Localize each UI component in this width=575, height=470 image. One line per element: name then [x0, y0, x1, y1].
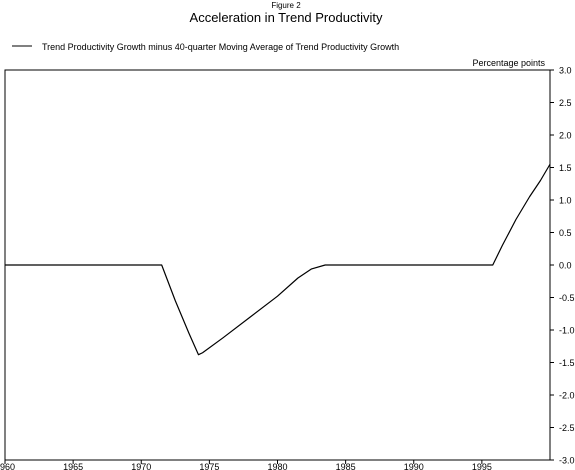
y-tick-label: 0.0	[559, 261, 572, 271]
series-layer	[5, 163, 551, 356]
y-tick-label: -1.0	[559, 326, 575, 336]
y-tick-label: -2.5	[559, 423, 575, 433]
y-tick-label: 2.5	[559, 98, 572, 108]
y-tick-label: 1.5	[559, 163, 572, 173]
y-tick-label: 3.0	[559, 66, 572, 76]
y-axis-title: Percentage points	[472, 58, 545, 68]
figure-label: Figure 2	[271, 1, 301, 10]
x-tick-label: 1980	[267, 462, 287, 470]
y-tick-label: -2.0	[559, 391, 575, 401]
chart-title: Acceleration in Trend Productivity	[190, 10, 383, 25]
series-line-0	[5, 163, 551, 356]
y-tick-label: -1.5	[559, 358, 575, 368]
x-tick-label: 1985	[336, 462, 356, 470]
y-tick-label: 2.0	[559, 131, 572, 141]
x-tick-label: 1970	[131, 462, 151, 470]
legend: Trend Productivity Growth minus 40-quart…	[12, 42, 399, 52]
y-tick-label: 0.5	[559, 228, 572, 238]
y-axis: 3.0 2.5 2.0 1.5 1.0 0.5 0.0 -0.5 -1.0 -1.5 -2.0 -2.…	[550, 66, 575, 466]
x-tick-label: 1965	[63, 462, 83, 470]
x-tick-label: 1975	[199, 462, 219, 470]
x-tick-label: 1960	[0, 462, 15, 470]
x-tick-label: 1995	[472, 462, 492, 470]
legend-label: Trend Productivity Growth minus 40-quart…	[42, 42, 399, 52]
y-tick-label: -3.0	[559, 456, 575, 466]
y-tick-label: -0.5	[559, 293, 575, 303]
y-tick-label: 1.0	[559, 196, 572, 206]
x-tick-label: 1990	[404, 462, 424, 470]
x-axis: 1960 1965 1970 1975 1980 1985 1990 1995	[0, 460, 492, 470]
